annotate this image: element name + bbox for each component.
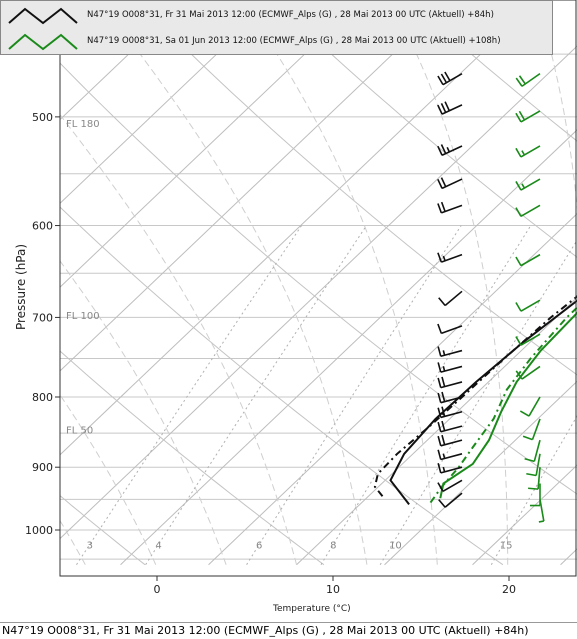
- wind-barb: [437, 177, 463, 190]
- isotherm-line: [60, 40, 232, 205]
- wind-barb: [515, 204, 541, 218]
- wind-barb: [437, 346, 463, 358]
- mixing-ratio-label: 8: [330, 541, 336, 552]
- moist-adiabat: [60, 394, 157, 565]
- wind-barb: [515, 178, 541, 191]
- legend-item-run2[interactable]: N47°19 O008°31, Sa 01 Jun 2013 12:00 (EC…: [1, 29, 552, 55]
- wind-barb: [519, 396, 541, 417]
- wind-barb: [437, 434, 463, 447]
- mixing-ratio-line: [490, 415, 577, 565]
- mixing-ratio-label: 15: [500, 541, 513, 552]
- y-tick-label: 1000: [25, 524, 53, 537]
- legend-label-run2: N47°19 O008°31, Sa 01 Jun 2013 12:00 (EC…: [87, 36, 501, 46]
- x-tick-label: 10: [326, 583, 340, 596]
- wind-barb: [437, 406, 463, 419]
- flight-level-label: FL 50: [66, 426, 93, 437]
- y-tick-label: 600: [32, 220, 53, 233]
- isotherm-line: [60, 40, 496, 456]
- dry-adiabat: [177, 40, 577, 376]
- mixing-ratio-label: 4: [155, 541, 161, 552]
- mixing-ratio-line: [76, 225, 303, 565]
- wind-barb: [528, 467, 541, 490]
- mixing-ratio-label: 6: [256, 541, 262, 552]
- plot-area: 3 4 6 8 10 15 FL 180 FL 100 FL 50: [0, 40, 577, 566]
- mixing-ratio-line: [379, 239, 577, 565]
- temperature-profile: [389, 299, 577, 506]
- wind-barb: [538, 499, 545, 523]
- dry-adiabat: [60, 62, 577, 495]
- wind-barb: [437, 144, 463, 156]
- y-axis-label: Pressure (hPa): [14, 243, 29, 331]
- wind-barb: [438, 290, 463, 307]
- wind-barb: [437, 71, 463, 86]
- mixing-ratio-line: [246, 225, 462, 565]
- wind-barb: [515, 145, 541, 158]
- legend-label-run1: N47°19 O008°31, Fr 31 Mai 2013 12:00 (EC…: [87, 10, 494, 20]
- wind-barb: [437, 449, 463, 461]
- dewpoint-profile: [373, 295, 577, 497]
- wind-barb: [437, 376, 463, 389]
- wind-barb: [438, 492, 463, 508]
- wind-barb: [524, 439, 541, 463]
- wind-barb: [515, 333, 541, 346]
- temperature-profile: [439, 311, 577, 499]
- wind-barb: [437, 101, 463, 115]
- isotherm-line: [472, 464, 577, 566]
- moist-adiabat: [60, 113, 297, 565]
- isotherm-line: [296, 296, 577, 566]
- wind-barb: [515, 72, 541, 87]
- y-tick-label: 800: [32, 391, 53, 404]
- dry-adiabat: [60, 495, 146, 566]
- legend-swatch-run1: [8, 7, 78, 25]
- wind-barb: [437, 201, 463, 214]
- wind-barb: [515, 110, 541, 123]
- wind-barb: [515, 299, 541, 312]
- y-tick-label: 700: [32, 311, 53, 324]
- flight-level-label: FL 100: [66, 311, 100, 322]
- dry-adiabat: [60, 350, 325, 566]
- wind-barb: [526, 453, 541, 477]
- wind-barb: [437, 463, 463, 474]
- isotherm-line: [120, 129, 577, 566]
- y-tick-label: 500: [32, 111, 53, 124]
- mixing-ratio-label: 3: [87, 541, 93, 552]
- wind-barb: [515, 365, 541, 380]
- isotherm-line: [60, 45, 577, 540]
- plot-frame: [59, 0, 577, 577]
- status-bar: N47°19 O008°31, Fr 31 Mai 2013 12:00 (EC…: [0, 622, 577, 639]
- moist-adiabat: [129, 40, 368, 565]
- legend-item-run1[interactable]: N47°19 O008°31, Fr 31 Mai 2013 12:00 (EC…: [1, 3, 552, 29]
- moist-adiabat: [268, 40, 438, 565]
- wind-barb: [437, 362, 463, 373]
- wind-barb: [437, 391, 463, 404]
- legend[interactable]: N47°19 O008°31, Fr 31 Mai 2013 12:00 (EC…: [0, 0, 553, 55]
- wind-barb: [437, 252, 463, 263]
- moist-adiabat: [0, 41, 15, 565]
- x-axis-label: Temperature (°C): [273, 604, 351, 614]
- wind-barb: [522, 418, 541, 441]
- skewt-chart: 3 4 6 8 10 15 FL 180 FL 100 FL 50 500 600 700 800 900…: [0, 0, 577, 596]
- mixing-ratio-label: 10: [389, 541, 402, 552]
- legend-swatch-run2: [8, 33, 78, 51]
- isotherm-line: [60, 40, 408, 372]
- x-tick-label: 20: [502, 583, 516, 596]
- mixing-ratio-line: [320, 225, 532, 565]
- x-tick-label: 0: [154, 583, 161, 596]
- moist-adiabat: [547, 40, 577, 210]
- y-tick-label: 900: [32, 461, 53, 474]
- wind-barb: [437, 479, 463, 492]
- dry-adiabat: [316, 40, 577, 258]
- flight-level-label: FL 180: [66, 119, 100, 130]
- isotherm-line: [208, 213, 577, 566]
- wind-barb: [515, 253, 541, 267]
- isotherm-line: [60, 40, 320, 288]
- wind-barb: [437, 420, 463, 433]
- isotherm-line: [384, 380, 577, 566]
- wind-barb: [437, 323, 463, 335]
- moist-adiabat: [410, 40, 509, 565]
